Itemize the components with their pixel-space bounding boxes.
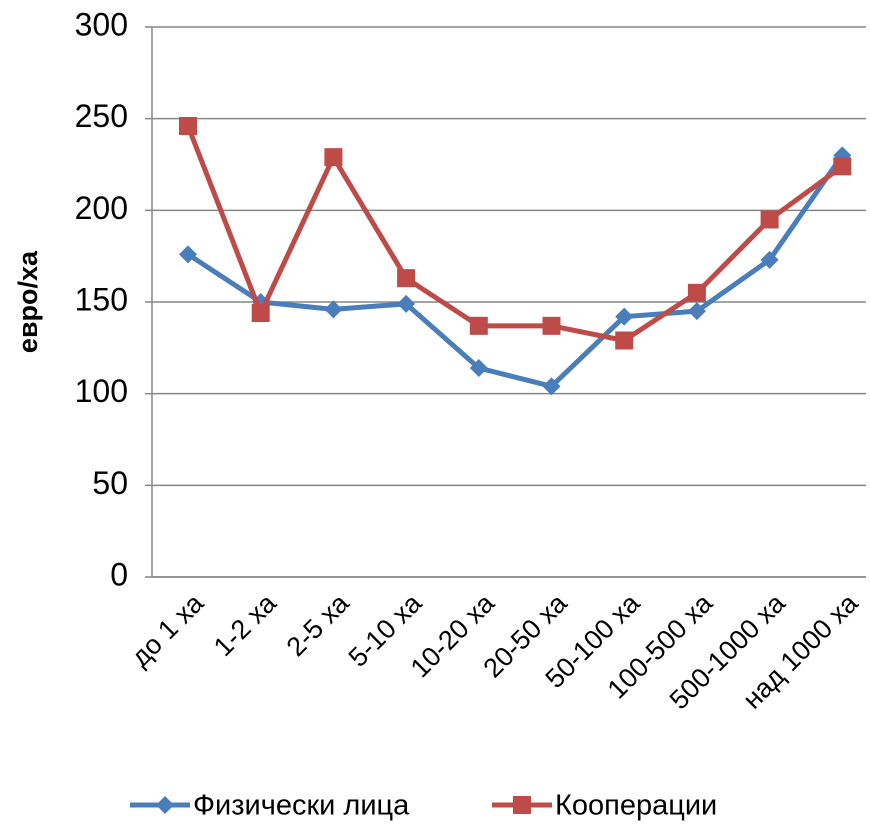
x-tick-label: до 1 ха [125,587,210,672]
legend-marker [156,796,174,814]
legend-item: Кооперации [492,790,717,822]
point [542,377,561,396]
series [179,117,852,350]
point [833,157,852,176]
legend-item: Физически лица [130,790,410,822]
legend-marker [513,796,531,814]
y-tick-label: 50 [92,465,128,501]
point [397,269,416,288]
legend-label: Кооперации [555,790,717,822]
y-tick-label: 300 [75,6,128,42]
legend-label: Физически лица [193,790,410,822]
series-line [186,153,845,389]
point [687,283,706,302]
point [615,331,634,350]
y-tick-label: 100 [75,373,128,409]
y-tick-label: 200 [75,190,128,226]
series-line [185,125,844,343]
y-tick-label: 150 [75,281,128,317]
point [687,302,706,321]
x-tick-label: 1-2 ха [208,587,283,662]
point [324,300,343,319]
point [324,148,343,167]
y-axis-label: евро/ха [13,250,43,353]
point [179,245,197,264]
point [397,294,416,313]
y-tick-label: 250 [75,98,128,134]
point [469,316,488,335]
point [179,117,197,135]
point [542,316,561,335]
point [760,250,779,269]
y-tick-label: 0 [110,556,128,592]
point [251,304,270,322]
point [469,359,488,377]
point [615,307,634,326]
point [760,210,779,229]
